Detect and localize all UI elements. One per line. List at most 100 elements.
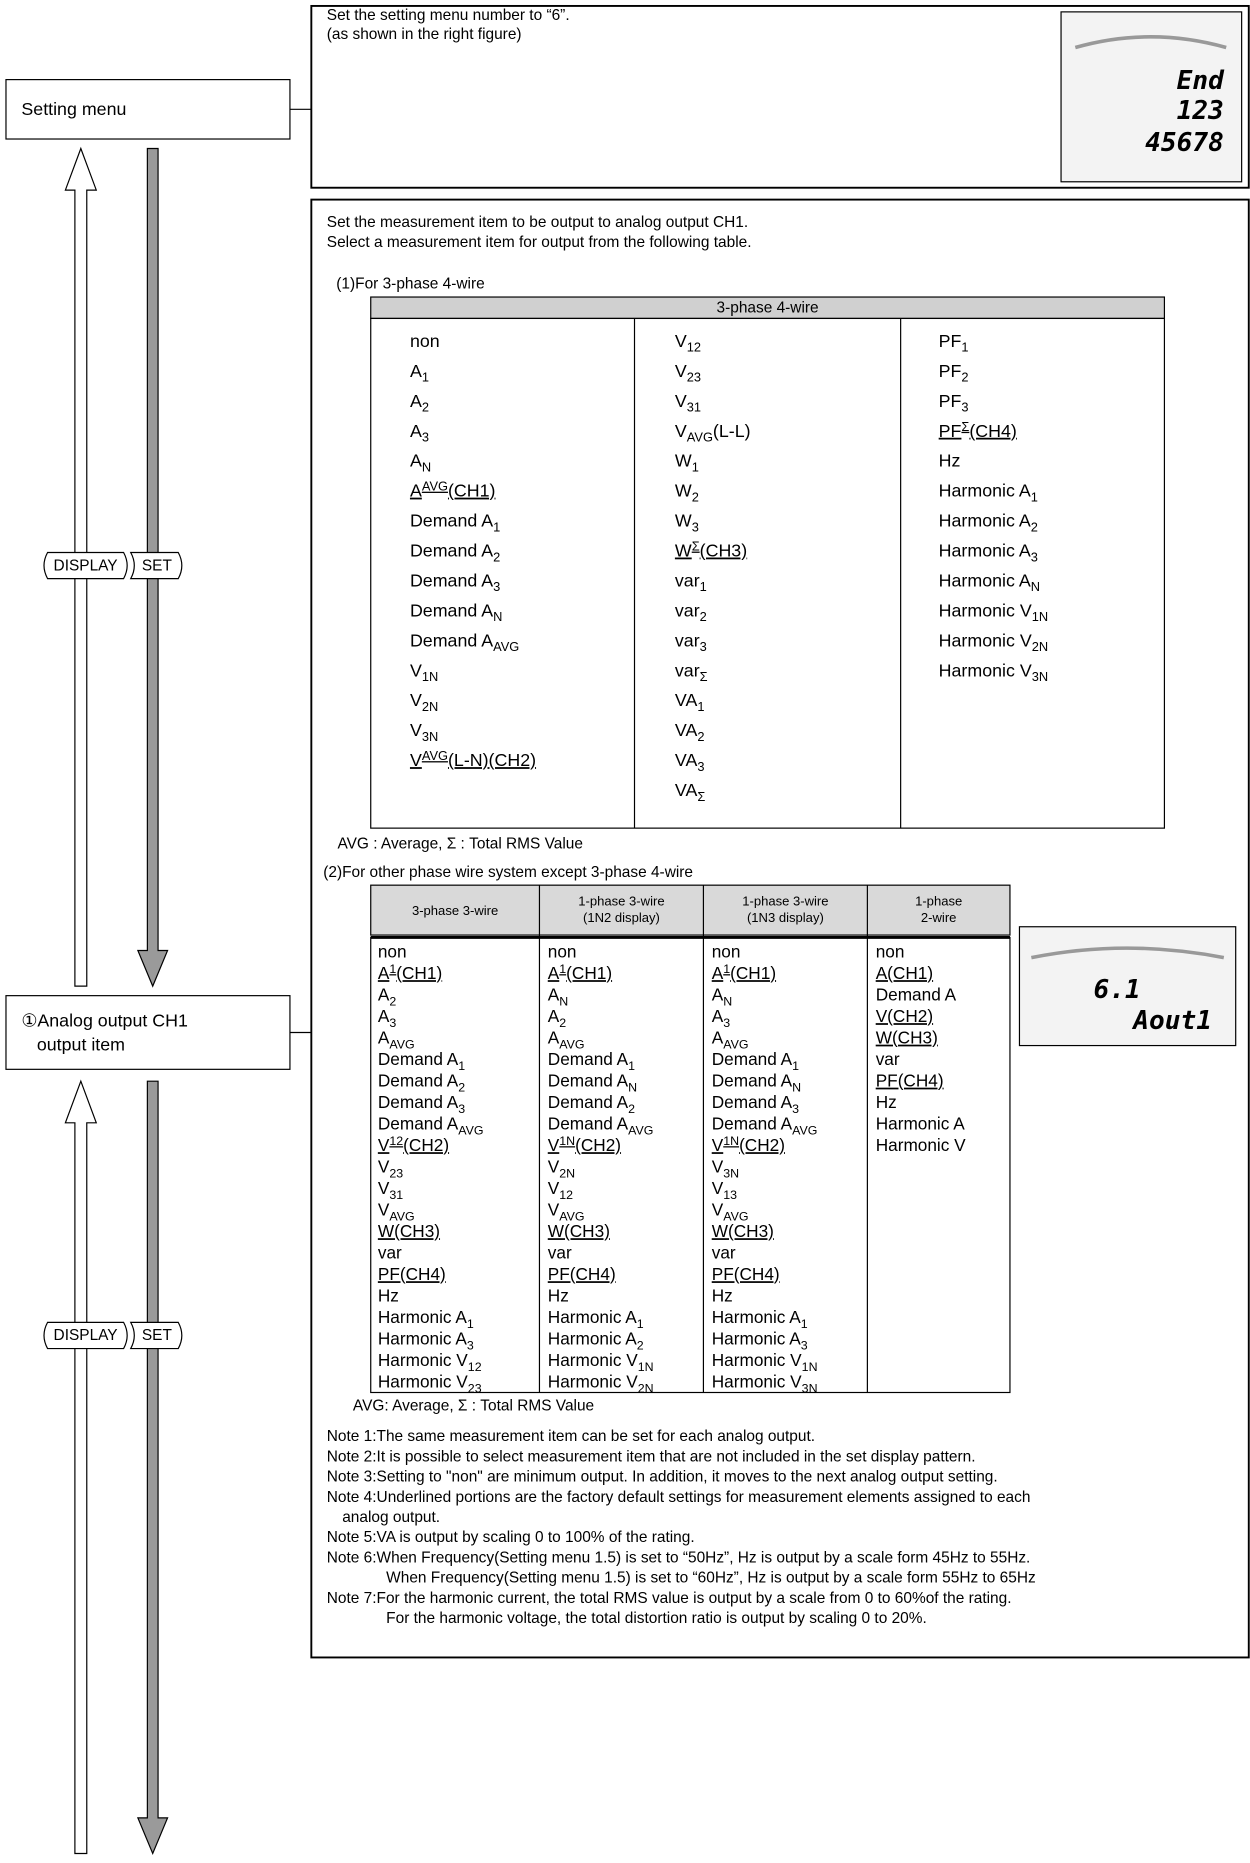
table-cell-part: 3 <box>493 579 500 594</box>
table-cell: Harmonic V12 <box>378 1350 482 1374</box>
table-cell: Harmonic V2N <box>939 630 1048 654</box>
table-header: 1-phase 3-wire <box>578 893 664 908</box>
table-cell-part: (CH2) <box>403 1135 449 1155</box>
note: Note 6:When Frequency(Setting menu 1.5) … <box>327 1549 1031 1566</box>
table-cell-part: 2N <box>1032 639 1048 654</box>
table-cell: PF(CH4) <box>548 1264 616 1284</box>
table-cell-part: 2N <box>638 1381 654 1395</box>
button-outline <box>43 551 128 580</box>
table-cell-part: Demand A <box>410 600 493 620</box>
table-cell-part: A <box>548 963 560 983</box>
table-cell-part: V <box>378 1157 390 1177</box>
table-cell-part: (CH1) <box>730 963 776 983</box>
table-cell-part: A <box>378 963 390 983</box>
instruction: (as shown in the right figure) <box>327 26 522 43</box>
table-cell: A2 <box>410 391 429 415</box>
table-cell: AN <box>548 985 568 1009</box>
table-cell: Demand AN <box>410 600 502 624</box>
table-cell: Harmonic A1 <box>548 1307 644 1331</box>
lcd-text: 6.1 <box>1093 975 1140 1005</box>
table-cell: WΣ(CH3) <box>675 539 747 561</box>
footnote: AVG : Average, Σ : Total RMS Value <box>337 835 583 852</box>
note: For the harmonic voltage, the total dist… <box>386 1610 927 1627</box>
table-cell-part: 3 <box>700 639 707 654</box>
table-cell-part: 3 <box>422 430 429 445</box>
table-cell-part: 12 <box>559 1188 573 1202</box>
table-cell-part: AVG <box>792 1123 817 1137</box>
table-cell-part: 1 <box>801 1317 808 1331</box>
table-cell-part: A <box>410 421 422 441</box>
table-cell-part: AVG <box>687 430 713 445</box>
table-cell: Harmonic A2 <box>548 1329 644 1353</box>
table-cell-part: 3 <box>389 1016 396 1030</box>
note: Note 1:The same measurement item can be … <box>327 1428 815 1445</box>
table-cell: AAVG <box>548 1028 585 1052</box>
table-cell-part: Harmonic V <box>548 1372 638 1392</box>
table-cell-part: A <box>548 1028 560 1048</box>
table-cell: Harmonic V2N <box>548 1372 654 1396</box>
table-cell-part: 3 <box>723 1016 730 1030</box>
table-cell-part: Demand A <box>712 1049 793 1069</box>
table-cell-part: V <box>675 421 687 441</box>
note: analog output. <box>342 1509 440 1526</box>
table-cell-part: Harmonic V <box>939 630 1032 650</box>
table-cell: V1N <box>410 660 438 684</box>
table-cell: VAΣ <box>675 780 705 804</box>
table-cell: Demand A3 <box>378 1092 465 1116</box>
table-cell-part: 2N <box>559 1166 575 1180</box>
table-cell-part: N <box>792 1080 801 1094</box>
table-cell-part: (CH1) <box>566 963 612 983</box>
table-cell: PF2 <box>939 361 969 385</box>
table-cell-part: V <box>410 690 422 710</box>
table-cell-part: 3 <box>792 1102 799 1116</box>
table-cell-part: A <box>378 985 390 1005</box>
table-cell-part: 31 <box>687 400 701 415</box>
table-cell-part: AVG <box>422 748 448 763</box>
table-cell: V(CH2) <box>876 1006 933 1026</box>
table-cell: W(CH3) <box>378 1221 440 1241</box>
table-cell-part: 12 <box>468 1360 482 1374</box>
table-cell-part: PF(CH4) <box>378 1264 446 1284</box>
table-cell-part: V <box>675 391 687 411</box>
table-cell: W3 <box>675 511 699 535</box>
note: Note 3:Setting to "non" are minimum outp… <box>327 1469 998 1486</box>
table-cell-part: Demand A <box>378 1092 459 1112</box>
table-title: (1)For 3-phase 4-wire <box>336 276 484 293</box>
table-cell: VA2 <box>675 720 705 744</box>
table-cell: Harmonic A1 <box>939 481 1038 505</box>
table-cell-part: Demand A <box>378 1049 459 1069</box>
table-cell: V31 <box>675 391 701 415</box>
table-cell: Demand A <box>876 985 957 1005</box>
table-cell-part: 1 <box>792 1059 799 1073</box>
table-cell-part: 1 <box>467 1317 474 1331</box>
table-cell-part: 1 <box>389 962 396 976</box>
table-cell: V12 <box>548 1178 573 1202</box>
table-cell: A(CH1) <box>876 963 933 983</box>
menu-label: output item <box>37 1034 125 1054</box>
table-cell: var <box>876 1049 900 1069</box>
table-cell-part: A <box>410 361 422 381</box>
table-cell: PF(CH4) <box>712 1264 780 1284</box>
table-cell-part: (L-N)(CH2) <box>448 750 536 770</box>
table-cell-part: N <box>1031 579 1040 594</box>
table-cell-part: Σ <box>700 669 708 684</box>
table-cell-part: 1N <box>638 1360 654 1374</box>
button-label: DISPLAY <box>54 557 118 574</box>
table-cell-part: AVG <box>559 1037 584 1051</box>
table-cell-part: Σ <box>697 789 705 804</box>
note: Note 7:For the harmonic current, the tot… <box>327 1590 1012 1607</box>
table-cell-part: A <box>712 985 724 1005</box>
table-cell-part: Demand A <box>712 1114 793 1134</box>
table-cell: VA1 <box>675 690 705 714</box>
table-cell: non <box>712 942 741 962</box>
table-cell-part: V <box>410 660 422 680</box>
table-cell-part: Demand A <box>548 1092 629 1112</box>
table-cell-part: N <box>723 994 732 1008</box>
table-cell-part: Harmonic A <box>378 1329 468 1349</box>
table-cell-part: Harmonic A <box>712 1329 802 1349</box>
table-cell: varΣ <box>675 660 708 684</box>
table-cell-part: 1 <box>723 962 730 976</box>
table-cell-part: 3 <box>692 519 699 534</box>
table-cell-part: VA <box>675 690 698 710</box>
table-cell: AAVG(CH1) <box>410 479 496 501</box>
